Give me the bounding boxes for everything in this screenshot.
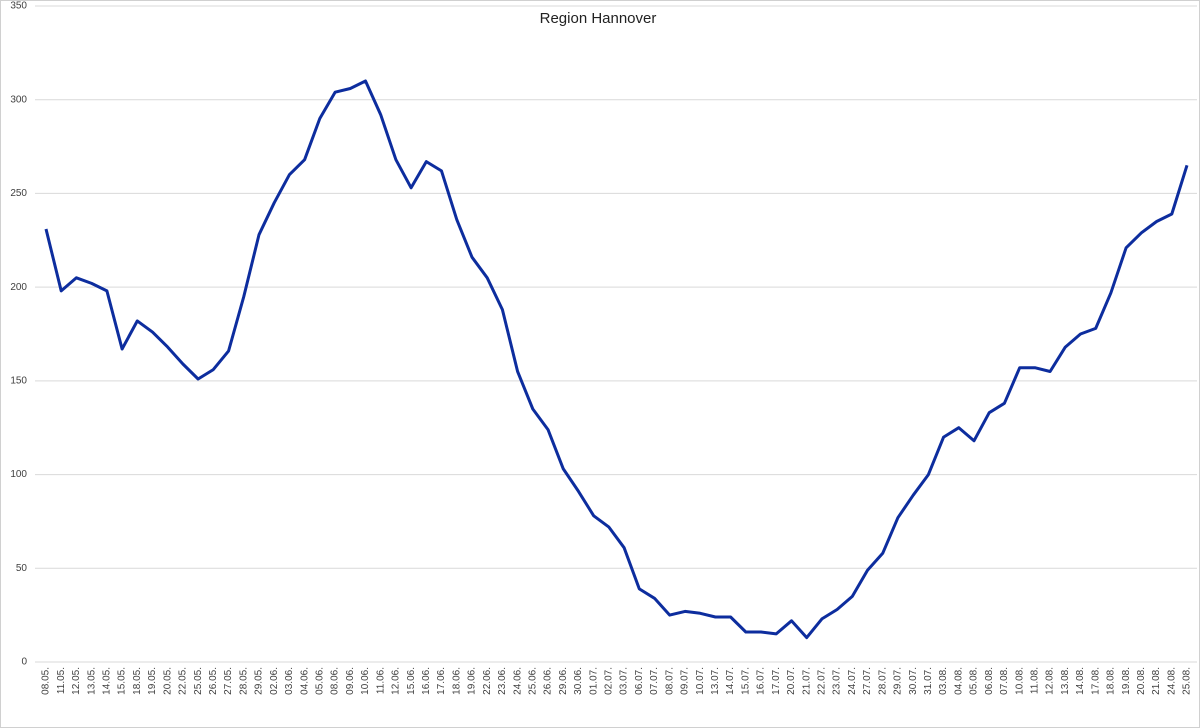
x-tick-label: 10.08. [1014, 667, 1025, 695]
x-tick-label: 03.08. [938, 667, 949, 695]
x-tick-label: 19.05. [147, 667, 158, 695]
y-tick-label: 100 [10, 469, 27, 480]
x-tick-label: 26.06. [543, 667, 554, 695]
x-tick-label: 13.05. [86, 667, 97, 695]
x-tick-label: 25.08. [1182, 667, 1193, 695]
x-tick-label: 11.08. [1030, 667, 1041, 694]
x-tick-label: 21.08. [1151, 667, 1162, 695]
x-tick-label: 17.08. [1090, 667, 1101, 695]
x-tick-label: 08.05. [41, 667, 52, 695]
x-tick-label: 15.05. [117, 667, 128, 695]
x-tick-label: 20.07. [786, 667, 797, 695]
x-tick-label: 10.07. [695, 667, 706, 695]
x-tick-label: 07.08. [999, 667, 1010, 695]
x-tick-label: 28.05. [238, 667, 249, 695]
x-tick-label: 15.07. [740, 667, 751, 695]
x-tick-label: 11.05. [56, 667, 67, 694]
x-tick-label: 19.06. [467, 667, 478, 695]
x-tick-label: 24.07. [847, 667, 858, 695]
x-tick-label: 21.07. [801, 667, 812, 695]
x-tick-label: 15.06. [406, 667, 417, 695]
x-tick-label: 30.06. [573, 667, 584, 695]
y-tick-label: 200 [10, 282, 27, 293]
chart-title: Region Hannover [540, 10, 657, 27]
x-tick-label: 29.07. [893, 667, 904, 695]
x-tick-label: 14.08. [1075, 667, 1086, 695]
x-tick-label: 24.08. [1166, 667, 1177, 695]
x-tick-label: 12.06. [391, 667, 402, 695]
x-tick-label: 04.08. [953, 667, 964, 695]
x-tick-label: 25.06. [527, 667, 538, 695]
x-tick-label: 06.08. [984, 667, 995, 695]
x-tick-label: 14.07. [725, 667, 736, 695]
x-tick-label: 14.05. [101, 667, 112, 695]
x-tick-label: 27.07. [862, 667, 873, 695]
x-tick-label: 18.06. [451, 667, 462, 695]
x-tick-label: 02.07. [604, 667, 615, 695]
x-tick-label: 13.07. [710, 667, 721, 695]
x-tick-label: 03.06. [284, 667, 295, 695]
data-line [44, 79, 1189, 640]
x-tick-label: 12.05. [71, 667, 82, 695]
x-tick-label: 17.07. [771, 667, 782, 695]
x-tick-label: 09.07. [680, 667, 691, 695]
x-tick-label: 19.08. [1121, 667, 1132, 695]
x-tick-label: 29.05. [254, 667, 265, 695]
x-tick-label: 23.06. [497, 667, 508, 695]
x-tick-label: 03.07. [619, 667, 630, 695]
x-tick-label: 02.06. [269, 667, 280, 695]
x-tick-label: 06.07. [634, 667, 645, 695]
x-tick-label: 26.05. [208, 667, 219, 695]
x-tick-label: 08.07. [664, 667, 675, 695]
x-tick-label: 18.05. [132, 667, 143, 695]
x-tick-label: 29.06. [558, 667, 569, 695]
x-tick-label: 20.08. [1136, 667, 1147, 695]
x-tick-label: 10.06. [360, 667, 371, 695]
y-tick-label: 350 [10, 1, 27, 12]
x-tick-label: 20.05. [162, 667, 173, 695]
x-tick-label: 08.06. [330, 667, 341, 695]
x-tick-label: 30.07. [908, 667, 919, 695]
x-tick-label: 31.07. [923, 667, 934, 695]
y-tick-label: 0 [21, 657, 27, 668]
x-tick-label: 18.08. [1106, 667, 1117, 695]
x-tick-label: 12.08. [1045, 667, 1056, 695]
x-tick-label: 22.05. [178, 667, 189, 695]
x-tick-label: 16.06. [421, 667, 432, 695]
x-tick-label: 25.05. [193, 667, 204, 695]
x-tick-label: 01.07. [588, 667, 599, 695]
x-tick-label: 27.05. [223, 667, 234, 695]
x-tick-label: 04.06. [299, 667, 310, 695]
x-tick-label: 17.06. [436, 667, 447, 695]
x-tick-label: 09.06. [345, 667, 356, 695]
x-tick-label: 22.07. [817, 667, 828, 695]
x-tick-label: 13.08. [1060, 667, 1071, 695]
x-tick-label: 05.06. [314, 667, 325, 695]
x-tick-label: 07.07. [649, 667, 660, 695]
x-tick-label: 23.07. [832, 667, 843, 695]
x-tick-label: 05.08. [969, 667, 980, 695]
x-tick-label: 28.07. [877, 667, 888, 695]
y-tick-label: 300 [10, 94, 27, 105]
x-tick-label: 16.07. [756, 667, 767, 695]
y-tick-label: 150 [10, 375, 27, 386]
y-tick-label: 50 [16, 563, 28, 574]
x-tick-label: 11.06. [375, 667, 386, 694]
x-tick-label: 24.06. [512, 667, 523, 695]
x-tick-label: 22.06. [482, 667, 493, 695]
y-tick-label: 250 [10, 188, 27, 199]
